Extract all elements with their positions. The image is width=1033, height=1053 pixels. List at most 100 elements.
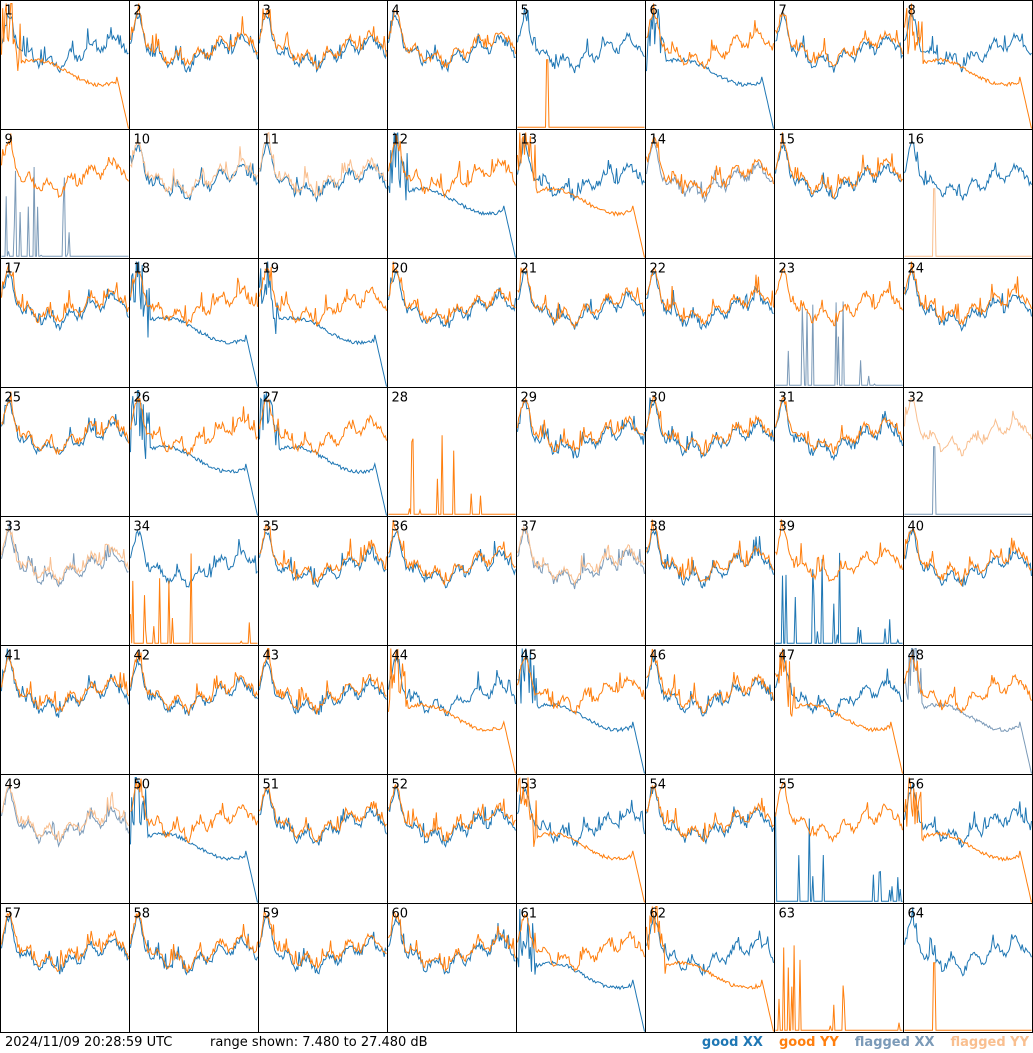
xx-series-line <box>775 400 903 462</box>
tile-number-label: 26 <box>134 391 151 406</box>
tile-border <box>645 129 775 259</box>
tile-border <box>129 129 259 259</box>
tile-number-label: 10 <box>134 133 151 148</box>
yy-series-line <box>259 266 387 327</box>
spectrum-tile: 28 <box>387 387 517 517</box>
xx-series-line <box>517 269 645 330</box>
yy-series-line <box>775 648 903 774</box>
tile-number-label: 59 <box>263 907 280 922</box>
xx-series-line <box>646 3 774 129</box>
tile-number-label: 12 <box>392 133 409 148</box>
xx-series-line <box>259 914 387 975</box>
spectrum-tile: 36 <box>387 516 517 646</box>
yy-series-line <box>904 188 1032 257</box>
spectrum-tile: 13 <box>516 129 646 259</box>
tile-border <box>0 774 130 904</box>
yy-series-line <box>259 648 387 715</box>
tile-number-label: 39 <box>779 520 796 535</box>
tile-number-label: 42 <box>134 649 151 664</box>
range-text: range shown: 7.480 to 27.480 dB <box>210 1035 428 1050</box>
tile-border <box>258 516 388 646</box>
yy-series-line <box>646 136 774 198</box>
yy-series-line <box>1 3 129 129</box>
xx-series-line <box>130 914 258 976</box>
xx-series-line <box>775 812 903 902</box>
spectrum-tile: 54 <box>645 774 775 904</box>
yy-series-line <box>775 132 903 200</box>
yy-series-line <box>775 266 903 327</box>
tile-border <box>774 387 904 517</box>
yy-series-line <box>388 261 516 325</box>
tile-border <box>645 387 775 517</box>
yy-series-line <box>775 519 903 582</box>
spectrum-tile: 43 <box>258 645 388 775</box>
tile-number-label: 34 <box>134 520 151 535</box>
yy-series-line <box>130 3 258 67</box>
tile-border <box>0 258 130 388</box>
spectrum-tile: 48 <box>903 645 1033 775</box>
xx-series-line <box>517 7 645 74</box>
spectrum-tile: 31 <box>774 387 904 517</box>
spectrum-tile: 2 <box>129 0 259 130</box>
xx-series-line <box>388 10 516 73</box>
xx-series-line <box>775 654 903 718</box>
tile-border <box>774 774 904 904</box>
tile-number-label: 18 <box>134 262 151 277</box>
tile-number-label: 2 <box>134 4 142 19</box>
spectrum-tile: 21 <box>516 258 646 388</box>
xx-series-line <box>388 530 516 589</box>
xx-series-line <box>259 13 387 73</box>
xx-series-line <box>517 400 645 459</box>
legend-item: good YY <box>778 1035 839 1050</box>
xx-series-line <box>388 132 516 258</box>
yy-series-line <box>1 910 129 972</box>
xx-series-line <box>388 917 516 975</box>
tile-number-label: 49 <box>5 778 22 793</box>
tile-number-label: 29 <box>521 391 538 406</box>
spectrum-tile: 1 <box>0 0 130 130</box>
xx-series-line <box>517 138 645 202</box>
tile-number-label: 53 <box>521 778 538 793</box>
xx-series-line <box>1 166 129 257</box>
spectrum-tile: 35 <box>258 516 388 646</box>
xx-series-line <box>388 656 516 717</box>
spectrum-tile: 38 <box>645 516 775 646</box>
xx-series-line <box>517 648 645 774</box>
xx-series-line <box>259 141 387 203</box>
yy-series-line <box>904 261 1032 326</box>
spectrum-tile: 59 <box>258 903 388 1033</box>
spectrum-tile: 52 <box>387 774 517 904</box>
spectrum-tile: 64 <box>903 903 1033 1033</box>
xx-series-line <box>259 392 387 516</box>
spectrum-tile: 30 <box>645 387 775 517</box>
tile-border <box>387 903 517 1033</box>
yy-series-line <box>259 910 387 970</box>
tile-number-label: 28 <box>392 391 409 406</box>
tile-border <box>387 0 517 130</box>
yy-series-line <box>517 525 645 586</box>
yy-series-line <box>388 783 516 842</box>
tile-number-label: 57 <box>5 907 22 922</box>
spectrum-tile: 22 <box>645 258 775 388</box>
tile-number-label: 17 <box>5 262 22 277</box>
yy-series-line <box>775 10 903 67</box>
tile-border <box>645 516 775 646</box>
spectrum-tile: 7 <box>774 0 904 130</box>
xx-series-line <box>646 785 774 845</box>
xx-series-line <box>904 528 1032 587</box>
tile-border <box>774 645 904 775</box>
xx-series-line <box>517 787 645 848</box>
spectrum-tile: 25 <box>0 387 130 517</box>
tile-border <box>645 258 775 388</box>
yy-series-line <box>904 397 1032 457</box>
tile-border <box>774 129 904 259</box>
tile-number-label: 47 <box>779 649 796 664</box>
spectrum-tile: 15 <box>774 129 904 259</box>
yy-series-line <box>904 653 1032 714</box>
spectrum-tile: 4 <box>387 0 517 130</box>
tile-border <box>258 774 388 904</box>
tile-number-label: 52 <box>392 778 409 793</box>
tile-number-label: 63 <box>779 907 796 922</box>
spectrum-tile: 39 <box>774 516 904 646</box>
